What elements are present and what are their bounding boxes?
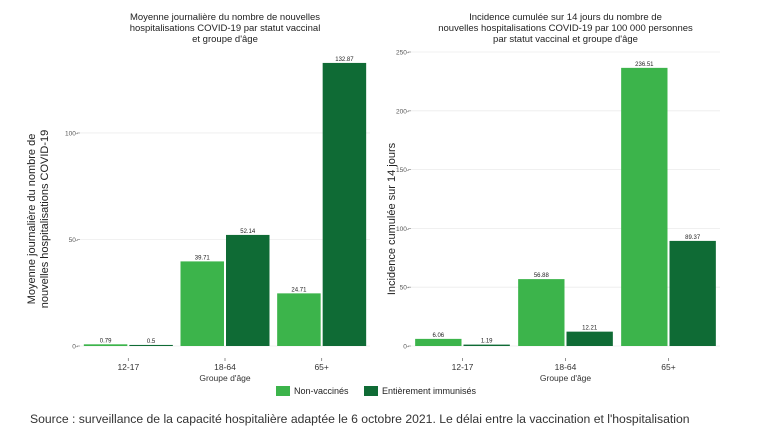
legend: Non-vaccinés Entièrement immunisés xyxy=(276,386,516,400)
bar-value-label: 12.21 xyxy=(582,326,598,332)
chart-panel-1: 0- 50- 100- 0.79 0.5 12-17 39.71 52.14 18-64 24.7… xyxy=(26,12,370,383)
bar-value-label: 6.06 xyxy=(432,333,444,339)
chart-panel-2: 0- 50- 100- 150- 200- 250- 6.06 1.19 12-17 56.88 1… xyxy=(386,12,720,383)
y-tick-label: 50- xyxy=(400,285,409,292)
x-tick-label: 18-64 xyxy=(214,362,236,372)
x-tick-label: 65+ xyxy=(661,362,675,372)
x-tick-label: 65+ xyxy=(314,362,328,372)
bar xyxy=(621,67,668,346)
x-axis-label: Groupe d'âge xyxy=(540,373,592,383)
bar xyxy=(129,344,173,346)
bar xyxy=(415,338,462,346)
x-axis-label: Groupe d'âge xyxy=(199,373,251,383)
y-tick-label: 150- xyxy=(396,167,409,174)
y-tick-label: 0- xyxy=(72,344,78,351)
legend-item-entierement-immunises: Entièrement immunisés xyxy=(364,386,476,396)
y-tick-label: 100- xyxy=(65,130,78,137)
bar xyxy=(566,331,613,346)
y-axis-label: Moyenne journalière du nombre de xyxy=(26,134,38,305)
bar xyxy=(226,234,270,346)
chart-title: Moyenne journalière du nombre de nouvell… xyxy=(130,12,320,23)
x-tick-label: 18-64 xyxy=(555,362,577,372)
chart-title: hospitalisations COVID-19 par statut vac… xyxy=(130,23,321,34)
legend-label-non-vaccines: Non-vaccinés xyxy=(294,386,349,396)
y-tick-label: 0- xyxy=(403,344,409,351)
bar-value-label: 236.51 xyxy=(635,62,654,68)
y-tick-label: 50- xyxy=(69,237,78,244)
bar xyxy=(277,293,321,346)
plot-area xyxy=(411,52,720,346)
chart-title: nouvelles hospitalisations COVID-19 par … xyxy=(438,23,693,34)
legend-swatch-non-vaccines xyxy=(276,386,290,396)
plot-area xyxy=(80,52,370,346)
x-tick-label: 12-17 xyxy=(452,362,474,372)
bar xyxy=(83,344,128,346)
legend-label-entierement-immunises: Entièrement immunisés xyxy=(382,386,477,396)
bar-value-label: 52.14 xyxy=(240,229,256,235)
bar xyxy=(322,62,367,346)
bar-value-label: 39.71 xyxy=(195,255,211,261)
chart-title: par statut vaccinal et groupe d'âge xyxy=(493,34,638,45)
source-note: Source : surveillance de la capacité hos… xyxy=(30,412,690,426)
chart-title: Incidence cumulée sur 14 jours du nombre… xyxy=(469,12,662,23)
legend-swatch-entierement-immunises xyxy=(364,386,378,396)
y-tick-label: 250- xyxy=(396,50,409,57)
bar-value-label: 132.87 xyxy=(335,57,354,63)
x-tick-label: 12-17 xyxy=(117,362,139,372)
bar xyxy=(518,279,565,346)
legend-item-non-vaccines: Non-vaccinés xyxy=(276,386,349,396)
bar-value-label: 89.37 xyxy=(685,235,701,241)
bar-value-label: 0.5 xyxy=(147,339,156,345)
bar xyxy=(180,261,224,346)
y-axis-label: Incidence cumulée sur 14 jours xyxy=(386,142,398,295)
y-axis-label: nouvelles hospitalisations COVID-19 xyxy=(39,130,51,309)
bar xyxy=(463,344,510,346)
bar-value-label: 0.79 xyxy=(100,338,112,344)
y-tick-label: 200- xyxy=(396,108,409,115)
chart-title: et groupe d'âge xyxy=(192,34,258,45)
y-tick-label: 100- xyxy=(396,226,409,233)
bar-value-label: 24.71 xyxy=(291,287,307,293)
bar-value-label: 56.88 xyxy=(534,273,550,279)
bar-value-label: 1.19 xyxy=(481,339,493,345)
bar xyxy=(669,240,716,346)
